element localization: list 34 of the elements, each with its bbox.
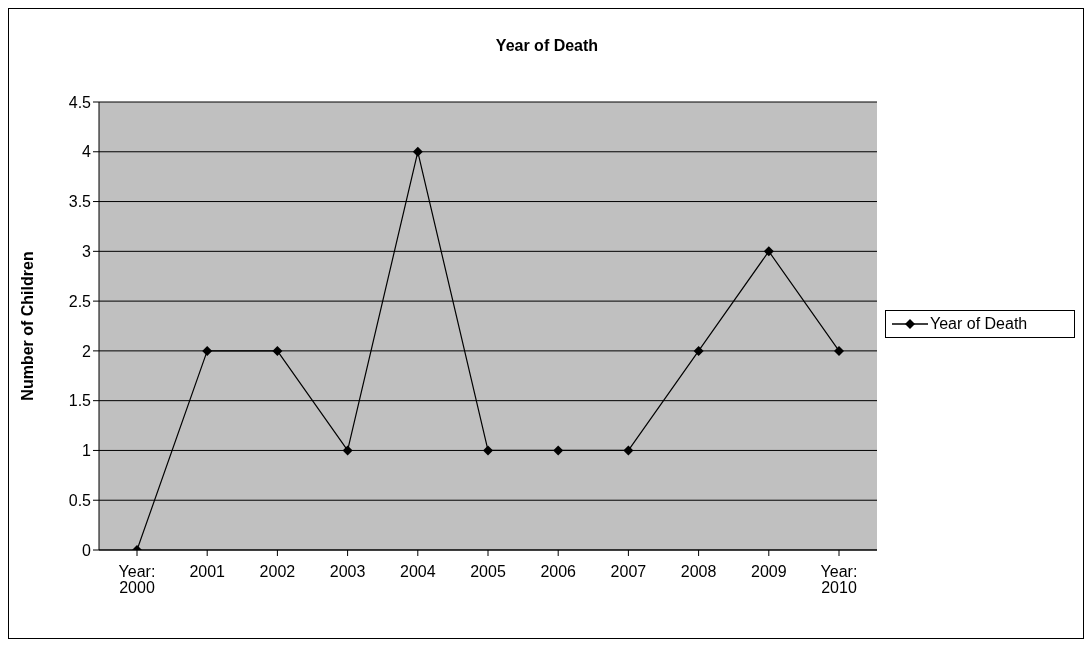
y-tick-label: 3.5	[68, 193, 92, 211]
y-tick-label: 4.5	[68, 93, 92, 111]
y-tick-label: 4	[82, 143, 92, 161]
y-tick-label: 3	[82, 243, 92, 261]
x-tick-label: 2003	[329, 563, 366, 581]
x-tick-label: 2005	[470, 563, 506, 581]
x-tick-label: 2009	[751, 563, 787, 581]
x-tick-label: 2008	[680, 563, 717, 581]
point	[202, 345, 213, 356]
point	[553, 445, 564, 456]
chart-title: Year of Death	[494, 37, 600, 55]
y-tick-label: 0.5	[68, 491, 92, 509]
x-tick-label: Year: 2010	[820, 563, 858, 597]
point	[693, 345, 704, 356]
x-tick-label: 2007	[610, 563, 647, 581]
point	[272, 345, 283, 356]
y-tick-label: 0	[82, 541, 92, 559]
point	[483, 445, 493, 456]
point	[763, 246, 774, 257]
y-tick-label: 1	[82, 442, 92, 460]
x-tick-label: 2004	[400, 563, 436, 581]
x-tick-label: Year: 2000	[118, 563, 156, 597]
y-tick-label: 2	[82, 342, 92, 360]
point	[834, 345, 844, 356]
x-tick-label: 2006	[540, 563, 577, 581]
point	[412, 146, 423, 157]
point	[623, 445, 634, 456]
y-axis-title: Number of Children	[18, 251, 36, 401]
x-tick-label: 2001	[189, 563, 226, 581]
y-tick-label: 2.5	[68, 292, 92, 310]
y-tick-label: 1.5	[68, 392, 92, 410]
legend-label: Year of Death	[930, 314, 1028, 333]
point	[342, 445, 353, 456]
x-tick-label: 2002	[259, 563, 296, 581]
